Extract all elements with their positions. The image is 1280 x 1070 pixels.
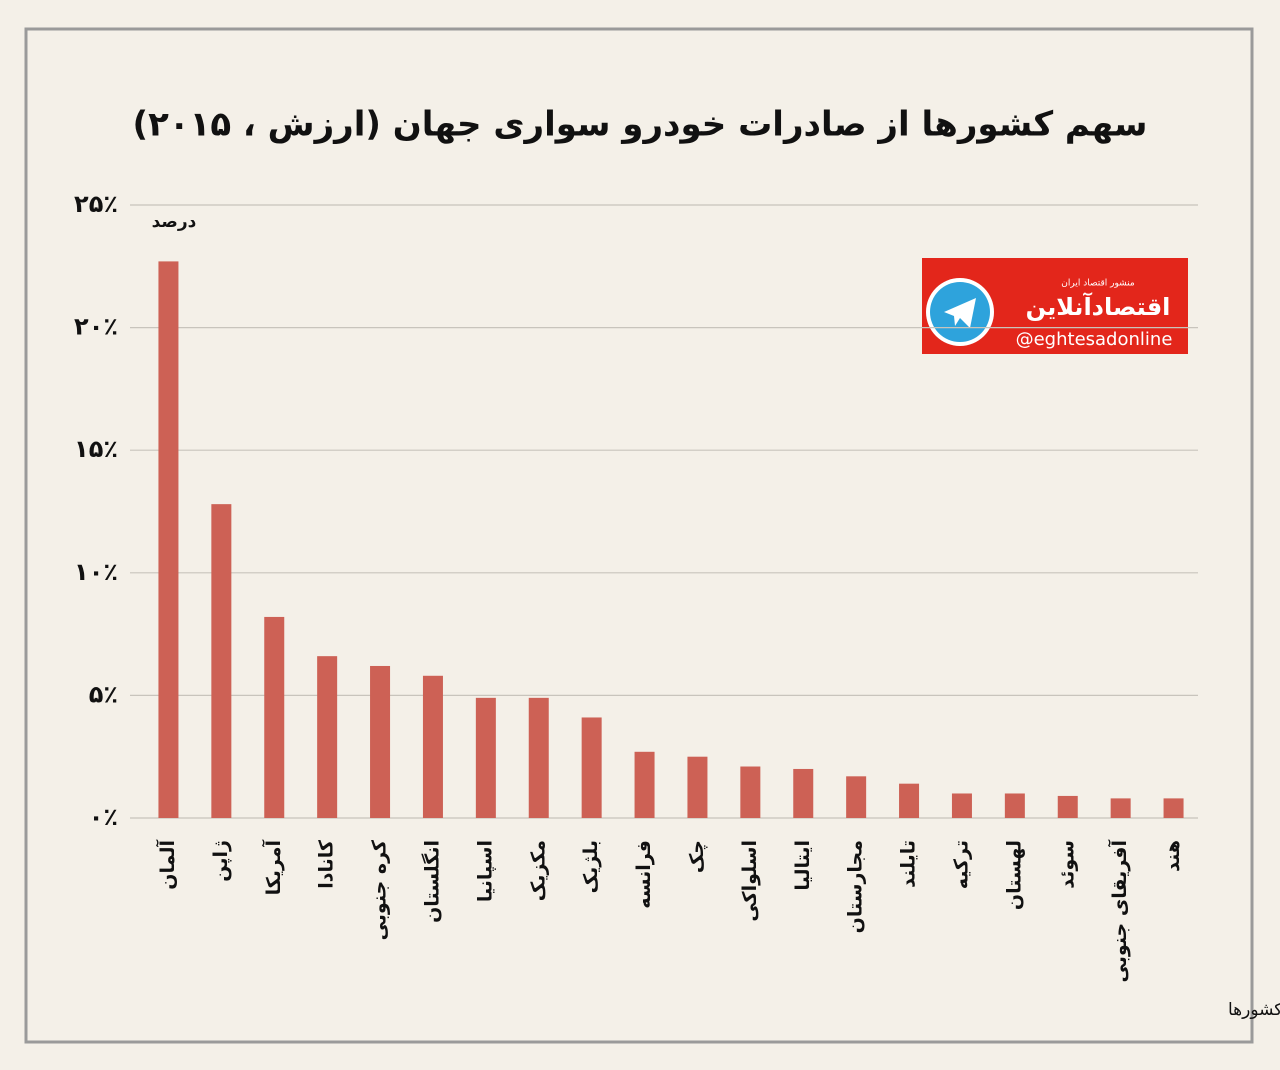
bar [158, 261, 179, 818]
x-tick-label: ترکیه [950, 840, 972, 889]
frame [24, 27, 1254, 1044]
bar [264, 616, 285, 818]
bar [1163, 798, 1184, 818]
y-tick-label: ۱۰٪ [74, 558, 118, 586]
x-tick-label: لهستان [1003, 840, 1025, 910]
bar [1110, 798, 1131, 818]
bar [793, 768, 814, 818]
x-tick-label: انگلستان [420, 840, 443, 923]
y-tick-label: ۱۵٪ [74, 435, 118, 463]
y-tick-label: ۲۵٪ [74, 190, 118, 218]
bar [211, 504, 232, 818]
bar [1057, 795, 1078, 818]
x-tick-label: هند [1162, 840, 1184, 872]
y-tick-label: ۵٪ [89, 680, 118, 708]
source-note: تحلیل و استنتاج: احسان سلطانی بر اساس دا… [1228, 1000, 1280, 1020]
y-unit-label: درصد [152, 212, 197, 232]
bar [740, 766, 761, 818]
x-tick-label: آفریقای جنوبی [1107, 840, 1131, 983]
bar [581, 717, 602, 818]
x-tick-label: سوئد [1056, 840, 1078, 889]
y-tick-label: ۰٪ [89, 803, 118, 831]
bar [370, 665, 391, 818]
bar [634, 751, 655, 818]
x-tick-label: اسلواکی [739, 840, 761, 922]
bar [899, 783, 920, 818]
logo-name: اقتصادآنلاین [1026, 292, 1171, 321]
x-tick-label: کانادا [316, 839, 338, 889]
x-tick-label: آمریکا [261, 840, 285, 896]
x-tick-label: آلمان [155, 840, 179, 890]
y-tick-label: ۲۰٪ [74, 313, 118, 341]
bar [422, 675, 443, 818]
bar [951, 793, 972, 818]
x-tick-label: مجارستان [845, 840, 867, 933]
bar [475, 697, 496, 818]
x-tick-label: فرانسه [633, 840, 655, 909]
logo-plane [944, 298, 976, 328]
bar [846, 776, 867, 818]
x-tick-label: اسپانیا [474, 840, 496, 902]
logo-tagline: منشور اقتصاد ایران [1061, 279, 1135, 289]
x-tick-label: ژاپن [210, 840, 232, 882]
x-tick-label: کره جنوبی [369, 839, 391, 940]
bar [317, 656, 338, 818]
bar [687, 756, 708, 818]
x-tick-label: مکزیک [527, 840, 549, 901]
bar [528, 697, 549, 818]
x-tick-label: بلژیک [580, 840, 602, 893]
chart-title: سهم کشورها از صادرات خودرو سواری جهان (ا… [133, 105, 1148, 145]
x-tick-label: تایلند [898, 840, 920, 888]
logo: منشور اقتصاد ایران اقتصادآنلاین @eghtesa… [922, 258, 1188, 354]
logo-handle: @eghtesadonline [1016, 329, 1173, 350]
bar [1004, 793, 1025, 818]
x-tick-label: چک [686, 840, 708, 873]
x-tick-label: ایتالیا [792, 840, 814, 891]
